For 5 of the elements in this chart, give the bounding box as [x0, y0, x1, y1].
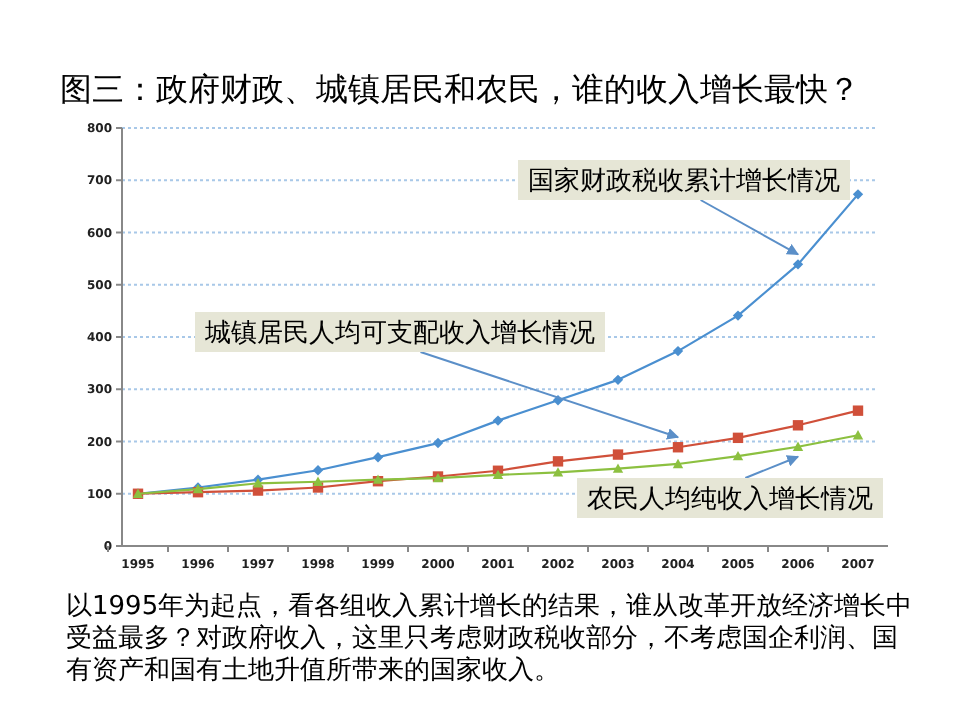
annotation: 国家财政税收累计增长情况: [528, 165, 840, 198]
chart-title: 图三：政府财政、城镇居民和农民，谁的收入增长最快？: [60, 70, 860, 108]
annotation: 城镇居民人均可支配收入增长情况: [203, 319, 595, 350]
annotation: 农民人均纯收入增长情况: [587, 485, 873, 516]
text: 以1995年为起点，看各组收入累计增长的结果，谁从改革开放经济增长中受益最多？对政府收入，这里只考虑财政税收部分，不考虑国企利润、国有资产和国有土地升值所带来的国家收入。: [66, 592, 915, 688]
